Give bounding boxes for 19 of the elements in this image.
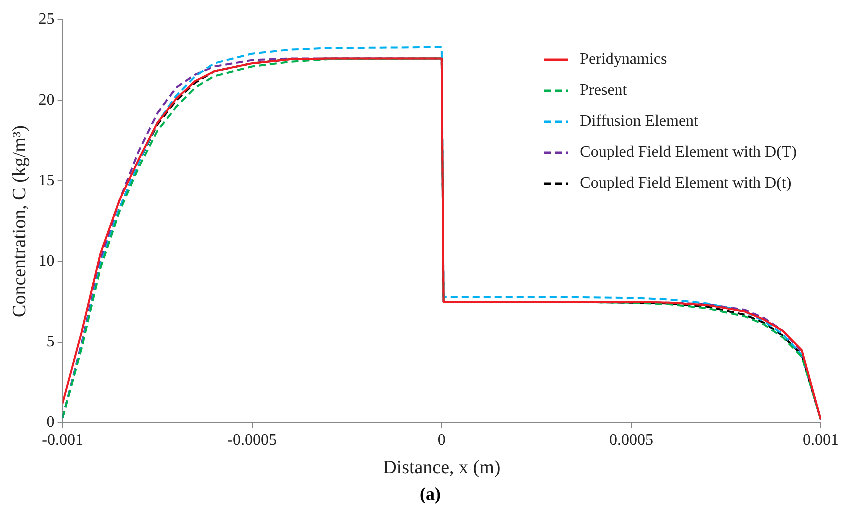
x-tick-label: -0.0005 [228,432,278,449]
legend-label: Peridynamics [580,51,668,68]
x-axis-title: Distance, x (m) [383,458,501,479]
x-tick-label: -0.001 [42,432,84,449]
legend-label: Diffusion Element [580,113,700,130]
y-tick-label: 5 [46,334,55,351]
text: (a) [419,484,442,505]
y-tick-label: 10 [38,253,55,270]
legend-label: Present [580,82,628,100]
x-tick-label: 0.001 [803,432,839,449]
x-tick-label: 0.0005 [609,432,654,449]
legend-label: Coupled Field Element with D(T) [580,144,798,162]
y-tick-label: 15 [38,172,55,190]
x-tick-label: 0 [438,432,446,449]
y-tick-label: 20 [38,92,55,109]
y-tick-label: 25 [38,11,55,28]
y-tick-label: 0 [46,414,55,432]
y-axis-title: Concentration, C (kg/m³) [9,126,30,318]
legend-label: Coupled Field Element with D(t) [580,175,792,192]
